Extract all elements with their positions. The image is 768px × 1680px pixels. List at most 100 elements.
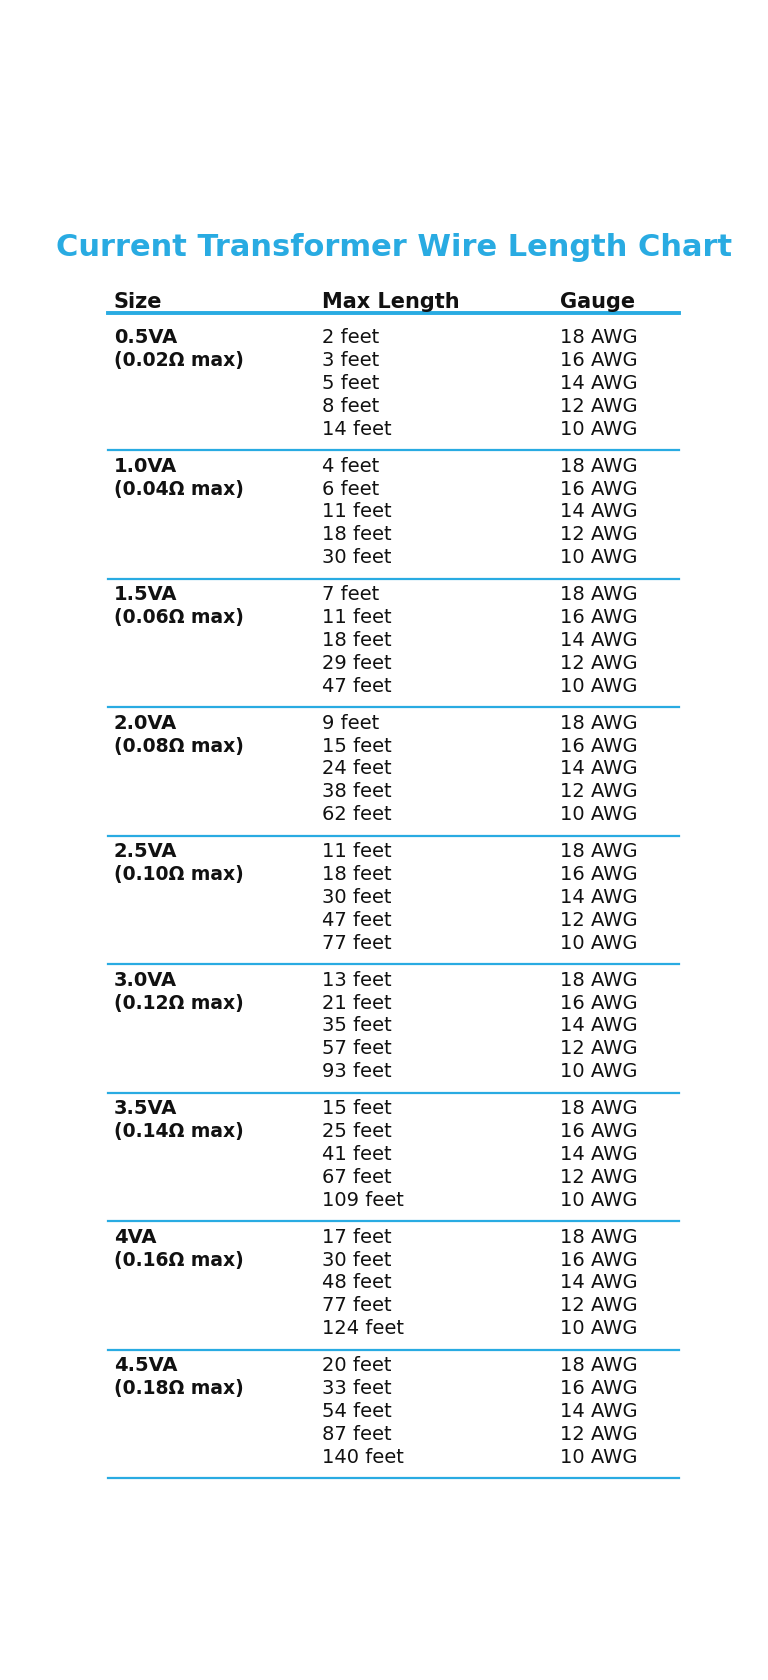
Text: 77 feet: 77 feet [323,934,392,953]
Text: 14 AWG: 14 AWG [561,889,638,907]
Text: 18 feet: 18 feet [323,632,392,650]
Text: 3.0VA: 3.0VA [114,971,177,990]
Text: 109 feet: 109 feet [323,1191,404,1210]
Text: (0.08Ω max): (0.08Ω max) [114,736,243,756]
Text: 11 feet: 11 feet [323,502,392,521]
Text: Current Transformer Wire Length Chart: Current Transformer Wire Length Chart [55,232,732,262]
Text: 18 AWG: 18 AWG [561,1228,638,1247]
Text: 21 feet: 21 feet [323,993,392,1013]
Text: 14 AWG: 14 AWG [561,759,638,778]
Text: 6 feet: 6 feet [323,479,379,499]
Text: 10 AWG: 10 AWG [561,1062,637,1082]
Text: 10 AWG: 10 AWG [561,805,637,825]
Text: 16 AWG: 16 AWG [561,736,638,756]
Text: 41 feet: 41 feet [323,1146,392,1164]
Text: 25 feet: 25 feet [323,1122,392,1141]
Text: 124 feet: 124 feet [323,1319,404,1339]
Text: 93 feet: 93 feet [323,1062,392,1082]
Text: 140 feet: 140 feet [323,1448,404,1467]
Text: 18 AWG: 18 AWG [561,585,638,605]
Text: 33 feet: 33 feet [323,1379,392,1398]
Text: 16 AWG: 16 AWG [561,479,638,499]
Text: 24 feet: 24 feet [323,759,392,778]
Text: 4.5VA: 4.5VA [114,1356,177,1374]
Text: 62 feet: 62 feet [323,805,392,825]
Text: 10 AWG: 10 AWG [561,548,637,568]
Text: 9 feet: 9 feet [323,714,379,732]
Text: 2.0VA: 2.0VA [114,714,177,732]
Text: 16 AWG: 16 AWG [561,1122,638,1141]
Text: 12 AWG: 12 AWG [561,1168,638,1186]
Text: 67 feet: 67 feet [323,1168,392,1186]
Text: 18 AWG: 18 AWG [561,971,638,990]
Text: 12 AWG: 12 AWG [561,1040,638,1058]
Text: 14 AWG: 14 AWG [561,632,638,650]
Text: 3.5VA: 3.5VA [114,1099,177,1119]
Text: 7 feet: 7 feet [323,585,379,605]
Text: 35 feet: 35 feet [323,1016,392,1035]
Text: 87 feet: 87 feet [323,1425,392,1443]
Text: 18 feet: 18 feet [323,526,392,544]
Text: 5 feet: 5 feet [323,375,379,393]
Text: 14 AWG: 14 AWG [561,1401,638,1421]
Text: (0.06Ω max): (0.06Ω max) [114,608,243,627]
Text: 18 AWG: 18 AWG [561,1099,638,1119]
Text: 15 feet: 15 feet [323,1099,392,1119]
Text: 12 AWG: 12 AWG [561,396,638,417]
Text: 47 feet: 47 feet [323,677,392,696]
Text: 14 AWG: 14 AWG [561,1016,638,1035]
Text: 2.5VA: 2.5VA [114,842,177,862]
Text: 10 AWG: 10 AWG [561,420,637,438]
Text: (0.04Ω max): (0.04Ω max) [114,479,243,499]
Text: 54 feet: 54 feet [323,1401,392,1421]
Text: 10 AWG: 10 AWG [561,677,637,696]
Text: 18 AWG: 18 AWG [561,714,638,732]
Text: 10 AWG: 10 AWG [561,934,637,953]
Text: 48 feet: 48 feet [323,1273,392,1292]
Text: 1.0VA: 1.0VA [114,457,177,475]
Text: 10 AWG: 10 AWG [561,1448,637,1467]
Text: Gauge: Gauge [561,292,635,312]
Text: 11 feet: 11 feet [323,842,392,862]
Text: 0.5VA: 0.5VA [114,328,177,348]
Text: 12 AWG: 12 AWG [561,654,638,674]
Text: 20 feet: 20 feet [323,1356,392,1374]
Text: 11 feet: 11 feet [323,608,392,627]
Text: 30 feet: 30 feet [323,548,392,568]
Text: 4 feet: 4 feet [323,457,379,475]
Text: 18 AWG: 18 AWG [561,328,638,348]
Text: 16 AWG: 16 AWG [561,865,638,884]
Text: 12 AWG: 12 AWG [561,911,638,931]
Text: (0.14Ω max): (0.14Ω max) [114,1122,243,1141]
Text: 30 feet: 30 feet [323,1250,392,1270]
Text: 57 feet: 57 feet [323,1040,392,1058]
Text: 14 AWG: 14 AWG [561,1273,638,1292]
Text: 16 AWG: 16 AWG [561,993,638,1013]
Text: 12 AWG: 12 AWG [561,1425,638,1443]
Text: 18 AWG: 18 AWG [561,842,638,862]
Text: 4VA: 4VA [114,1228,157,1247]
Text: (0.18Ω max): (0.18Ω max) [114,1379,243,1398]
Text: 14 AWG: 14 AWG [561,375,638,393]
Text: (0.16Ω max): (0.16Ω max) [114,1250,243,1270]
Text: 17 feet: 17 feet [323,1228,392,1247]
Text: 47 feet: 47 feet [323,911,392,931]
Text: 16 AWG: 16 AWG [561,1379,638,1398]
Text: (0.10Ω max): (0.10Ω max) [114,865,243,884]
Text: 38 feet: 38 feet [323,783,392,801]
Text: 2 feet: 2 feet [323,328,379,348]
Text: Max Length: Max Length [323,292,460,312]
Text: 29 feet: 29 feet [323,654,392,674]
Text: 3 feet: 3 feet [323,351,379,370]
Text: 14 feet: 14 feet [323,420,392,438]
Text: 8 feet: 8 feet [323,396,379,417]
Text: 16 AWG: 16 AWG [561,351,638,370]
Text: (0.02Ω max): (0.02Ω max) [114,351,243,370]
Text: Size: Size [114,292,162,312]
Text: 12 AWG: 12 AWG [561,526,638,544]
Text: 10 AWG: 10 AWG [561,1319,637,1339]
Text: 16 AWG: 16 AWG [561,1250,638,1270]
Text: 16 AWG: 16 AWG [561,608,638,627]
Text: 12 AWG: 12 AWG [561,783,638,801]
Text: 77 feet: 77 feet [323,1297,392,1315]
